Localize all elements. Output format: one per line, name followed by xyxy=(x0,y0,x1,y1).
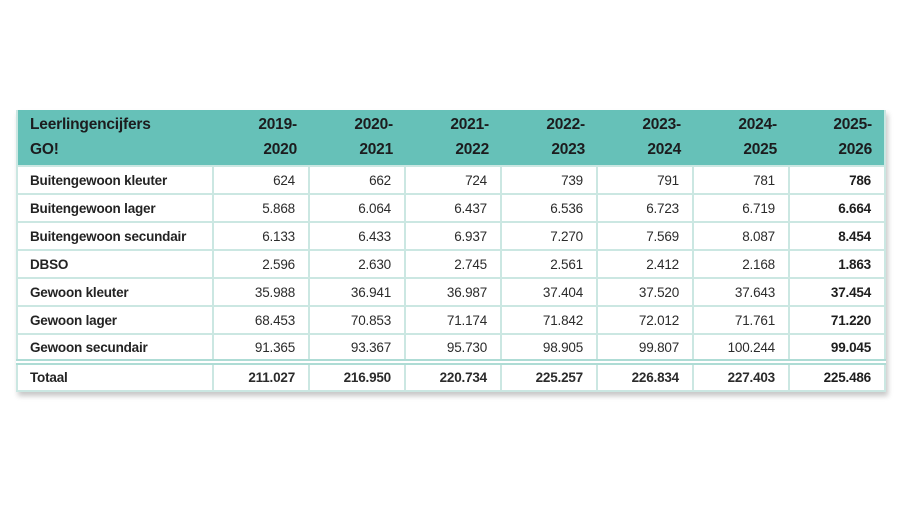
col-header-2025-2026: 2025- 2026 xyxy=(789,110,885,166)
cell-value: 2.412 xyxy=(596,249,693,278)
cell-value: 71.842 xyxy=(500,305,597,334)
table-row: Gewoon lager 68.453 70.853 71.174 71.842… xyxy=(17,305,885,334)
cell-value: 6.664 xyxy=(788,193,885,222)
cell-value: 70.853 xyxy=(308,305,405,334)
cell-value: 6.723 xyxy=(596,193,693,222)
cell-value: 71.220 xyxy=(788,305,885,334)
row-label: Gewoon kleuter xyxy=(17,277,213,306)
total-value: 226.834 xyxy=(596,359,693,391)
cell-value: 2.168 xyxy=(692,249,789,278)
cell-value: 8.087 xyxy=(692,221,789,250)
cell-value: 739 xyxy=(500,165,597,194)
row-label: Buitengewoon lager xyxy=(17,193,213,222)
cell-value: 5.868 xyxy=(212,193,309,222)
total-value: 227.403 xyxy=(692,359,789,391)
col-header-2021-2022: 2021- 2022 xyxy=(405,110,501,166)
cell-value: 93.367 xyxy=(308,333,405,362)
col-header-2020-2021: 2020- 2021 xyxy=(309,110,405,166)
row-label: DBSO xyxy=(17,249,213,278)
cell-value: 72.012 xyxy=(596,305,693,334)
cell-value: 6.437 xyxy=(404,193,501,222)
cell-value: 6.536 xyxy=(500,193,597,222)
cell-value: 37.454 xyxy=(788,277,885,306)
row-label: Gewoon secundair xyxy=(17,333,213,362)
cell-value: 662 xyxy=(308,165,405,194)
cell-value: 6.719 xyxy=(692,193,789,222)
cell-value: 2.630 xyxy=(308,249,405,278)
table-row: Gewoon kleuter 35.988 36.941 36.987 37.4… xyxy=(17,277,885,306)
cell-value: 791 xyxy=(596,165,693,194)
cell-value: 68.453 xyxy=(212,305,309,334)
cell-value: 100.244 xyxy=(692,333,789,362)
cell-value: 6.433 xyxy=(308,221,405,250)
header-row: Leerlingencijfers GO! 2019- 2020 2020- 2… xyxy=(17,110,885,166)
cell-value: 37.520 xyxy=(596,277,693,306)
total-value: 225.486 xyxy=(788,359,885,391)
cell-value: 71.761 xyxy=(692,305,789,334)
table-row: Gewoon secundair 91.365 93.367 95.730 98… xyxy=(17,333,885,362)
col-header-2022-2023: 2022- 2023 xyxy=(501,110,597,166)
total-value: 211.027 xyxy=(212,359,309,391)
table-row: Buitengewoon lager 5.868 6.064 6.437 6.5… xyxy=(17,193,885,222)
cell-value: 6.937 xyxy=(404,221,501,250)
cell-value: 2.745 xyxy=(404,249,501,278)
total-value: 220.734 xyxy=(404,359,501,391)
cell-value: 71.174 xyxy=(404,305,501,334)
cell-value: 37.643 xyxy=(692,277,789,306)
cell-value: 99.807 xyxy=(596,333,693,362)
cell-value: 36.987 xyxy=(404,277,501,306)
cell-value: 6.133 xyxy=(212,221,309,250)
cell-value: 37.404 xyxy=(500,277,597,306)
cell-value: 91.365 xyxy=(212,333,309,362)
cell-value: 2.596 xyxy=(212,249,309,278)
cell-value: 99.045 xyxy=(788,333,885,362)
cell-value: 7.270 xyxy=(500,221,597,250)
cell-value: 95.730 xyxy=(404,333,501,362)
cell-value: 724 xyxy=(404,165,501,194)
cell-value: 2.561 xyxy=(500,249,597,278)
cell-value: 7.569 xyxy=(596,221,693,250)
table-row: Buitengewoon secundair 6.133 6.433 6.937… xyxy=(17,221,885,250)
total-label: Totaal xyxy=(17,359,213,391)
table-title: Leerlingencijfers GO! xyxy=(17,110,213,166)
col-header-2019-2020: 2019- 2020 xyxy=(213,110,309,166)
cell-value: 624 xyxy=(212,165,309,194)
cell-value: 786 xyxy=(788,165,885,194)
cell-value: 35.988 xyxy=(212,277,309,306)
row-label: Gewoon lager xyxy=(17,305,213,334)
table-row: Buitengewoon kleuter 624 662 724 739 791… xyxy=(17,165,885,194)
row-label: Buitengewoon kleuter xyxy=(17,165,213,194)
col-header-2024-2025: 2024- 2025 xyxy=(693,110,789,166)
total-value: 216.950 xyxy=(308,359,405,391)
cell-value: 36.941 xyxy=(308,277,405,306)
cell-value: 6.064 xyxy=(308,193,405,222)
total-value: 225.257 xyxy=(500,359,597,391)
total-row: Totaal 211.027 216.950 220.734 225.257 2… xyxy=(17,359,885,391)
row-label: Buitengewoon secundair xyxy=(17,221,213,250)
leerlingencijfers-table: Leerlingencijfers GO! 2019- 2020 2020- 2… xyxy=(16,110,886,392)
col-header-2023-2024: 2023- 2024 xyxy=(597,110,693,166)
cell-value: 1.863 xyxy=(788,249,885,278)
cell-value: 98.905 xyxy=(500,333,597,362)
cell-value: 781 xyxy=(692,165,789,194)
table-row: DBSO 2.596 2.630 2.745 2.561 2.412 2.168… xyxy=(17,249,885,278)
cell-value: 8.454 xyxy=(788,221,885,250)
